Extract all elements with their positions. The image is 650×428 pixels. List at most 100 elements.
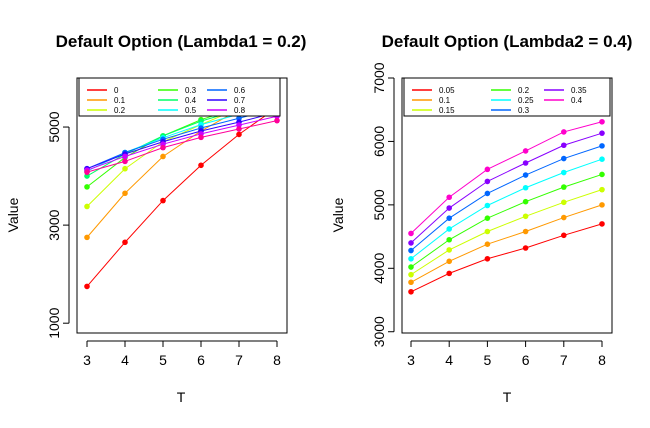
data-point: [484, 202, 491, 209]
data-point: [599, 130, 605, 136]
x-tick-label: 8: [598, 352, 606, 368]
series-line: [86, 107, 278, 170]
x-tick-label: 5: [484, 352, 492, 368]
data-point: [122, 190, 128, 197]
data-point: [522, 198, 529, 205]
y-tick-label: 5000: [371, 189, 387, 220]
data-point: [408, 247, 414, 254]
data-point: [236, 122, 242, 128]
data-point: [446, 226, 453, 232]
data-point: [561, 199, 567, 206]
legend-label: 0.3: [518, 106, 530, 115]
data-point: [522, 148, 529, 154]
x-tick-label: 6: [197, 352, 205, 368]
x-tick-label: 4: [121, 352, 129, 368]
data-point: [446, 247, 453, 253]
legend-label: 0.6: [234, 86, 246, 95]
data-point: [160, 197, 166, 204]
data-point: [522, 228, 529, 235]
x-tick-label: 4: [445, 352, 453, 368]
y-tick-label: 7000: [371, 62, 387, 93]
left-chart-panel: Default Option (Lambda1 = 0.2) 3 4 5 6 7 8 1000…: [5, 32, 306, 405]
y-tick-label: 6000: [371, 126, 387, 157]
legend-label: 0.1: [114, 96, 126, 105]
data-point: [236, 131, 242, 138]
legend-label: 0.15: [439, 106, 455, 115]
chart-title: Default Option (Lambda2 = 0.4): [382, 32, 633, 51]
data-point: [484, 178, 491, 185]
series-line: [86, 115, 278, 171]
data-point: [408, 240, 414, 246]
data-point: [599, 118, 605, 125]
x-axis-label: T: [503, 389, 512, 405]
legend-label: 0.2: [114, 106, 126, 115]
data-point: [561, 169, 567, 176]
data-point: [408, 279, 414, 286]
chart-title: Default Option (Lambda1 = 0.2): [56, 32, 307, 51]
legend-label: 0.35: [571, 86, 587, 95]
data-point: [446, 270, 453, 277]
data-point: [122, 239, 128, 246]
data-point: [446, 205, 453, 211]
legend-label: 0.3: [185, 86, 197, 95]
data-point: [561, 214, 567, 221]
series-line: [410, 223, 603, 293]
x-tick-label: 7: [560, 352, 568, 368]
data-point: [198, 134, 204, 141]
data-point: [446, 215, 453, 221]
data-point: [484, 215, 491, 221]
data-point: [274, 117, 280, 124]
data-point: [84, 169, 90, 175]
data-point: [236, 126, 242, 132]
data-point: [446, 236, 453, 243]
series-line: [410, 145, 603, 251]
x-tick-label: 5: [159, 352, 167, 368]
data-point: [408, 230, 414, 237]
data-point: [522, 245, 529, 251]
data-point: [408, 288, 414, 295]
x-tick-label: 6: [522, 352, 530, 368]
series-line: [410, 189, 603, 276]
series-line: [410, 204, 603, 283]
x-axis-label: T: [177, 389, 186, 405]
series-line: [86, 120, 278, 173]
data-point: [561, 184, 567, 190]
series-line: [410, 173, 603, 268]
data-point: [561, 142, 567, 149]
legend-label: 0.05: [439, 86, 455, 95]
data-point: [446, 194, 453, 201]
series-line: [86, 107, 278, 287]
data-point: [408, 264, 414, 270]
data-point: [522, 172, 529, 178]
data-point: [160, 144, 166, 151]
data-point: [599, 202, 605, 208]
data-point: [484, 166, 491, 173]
legend-label: 0.4: [571, 96, 583, 105]
y-tick-label: 3000: [46, 209, 62, 240]
data-point: [599, 156, 605, 162]
legend-label: 0.1: [439, 96, 451, 105]
data-point: [84, 173, 90, 179]
legend-label: 0.2: [518, 86, 530, 95]
data-point: [198, 162, 204, 169]
y-axis-label: Value: [5, 197, 21, 232]
legend-label: 0.8: [234, 106, 246, 115]
data-point: [599, 186, 605, 193]
data-point: [484, 255, 491, 262]
data-point: [522, 160, 529, 166]
y-tick-label: 4000: [371, 253, 387, 284]
y-axis-label: Value: [330, 197, 346, 232]
x-tick-label: 8: [273, 352, 281, 368]
legend-label: 0.7: [234, 96, 246, 105]
x-tick-label: 3: [83, 352, 91, 368]
legend-box: [78, 77, 281, 117]
data-point: [446, 258, 453, 265]
data-point: [160, 153, 166, 160]
data-point: [236, 115, 242, 122]
series-line: [86, 111, 278, 170]
data-point: [599, 171, 605, 178]
x-tick-label: 3: [407, 352, 415, 368]
y-tick-label: 5000: [46, 111, 62, 142]
data-point: [122, 158, 128, 165]
